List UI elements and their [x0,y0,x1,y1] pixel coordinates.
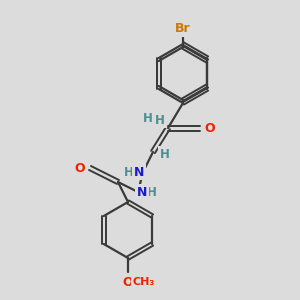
Text: H: H [143,112,153,124]
Text: O: O [75,161,85,175]
Text: Br: Br [175,22,191,35]
Text: CH₃: CH₃ [133,277,155,287]
Text: H: H [147,185,157,199]
Text: H: H [124,166,134,178]
Text: O: O [205,122,215,134]
Text: H: H [160,148,170,160]
Text: N: N [134,166,144,178]
Text: O: O [123,275,133,289]
Text: H: H [155,113,165,127]
Text: N: N [137,185,147,199]
